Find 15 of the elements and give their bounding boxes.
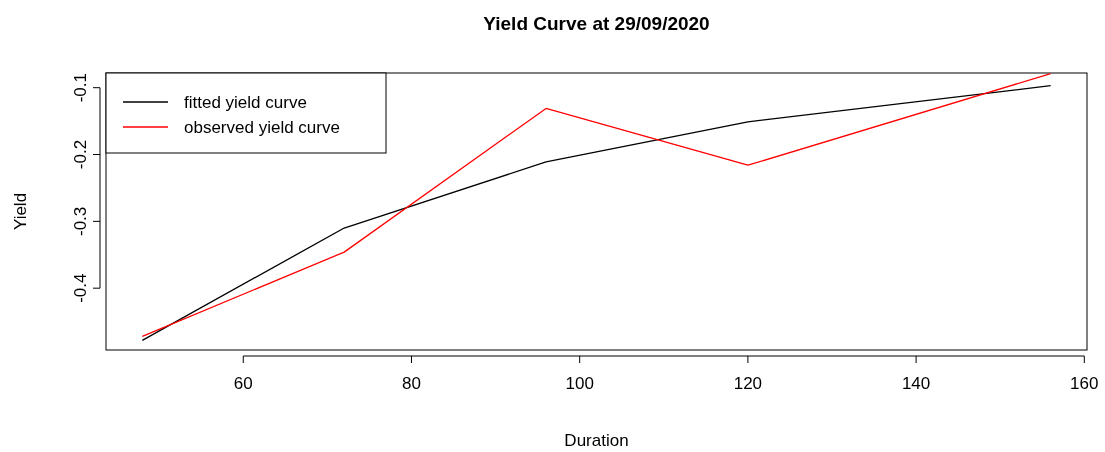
x-tick-label: 120: [733, 374, 763, 393]
y-tick-label: -0.3: [71, 206, 90, 237]
x-axis-title: Duration: [564, 431, 629, 450]
legend-label: observed yield curve: [184, 118, 340, 137]
x-tick-label: 60: [233, 374, 253, 393]
x-tick-label: 140: [901, 374, 931, 393]
y-tick-label: -0.4: [71, 273, 90, 303]
y-tick-label: -0.1: [71, 73, 90, 103]
x-tick-label: 160: [1070, 374, 1099, 393]
chart-title: Yield Curve at 29/09/2020: [483, 13, 710, 34]
x-tick-label: 80: [402, 374, 421, 393]
y-tick-label: -0.2: [71, 139, 90, 170]
x-tick-label: 100: [565, 374, 594, 393]
legend-label: fitted yield curve: [184, 93, 307, 112]
y-axis-title: Yield: [11, 192, 30, 231]
